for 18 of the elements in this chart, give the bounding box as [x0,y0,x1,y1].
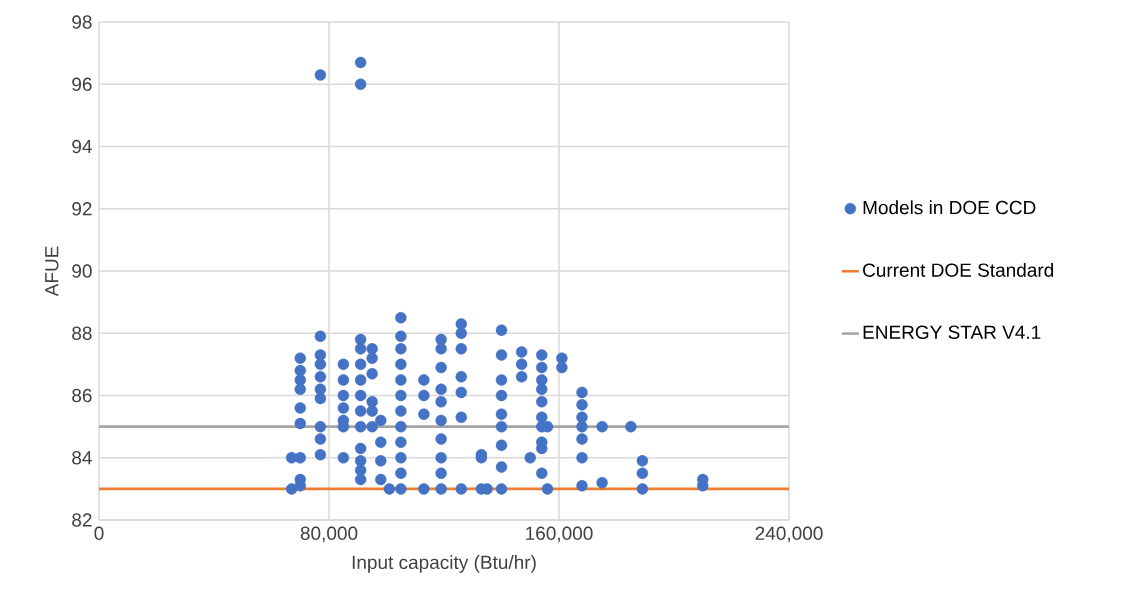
x-tick-label: 80,000 [300,526,358,543]
y-tick-label: 82 [72,513,92,527]
y-tick-label: 88 [72,326,92,340]
y-tick-label: 98 [72,15,92,29]
x-axis-title: Input capacity (Btu/hr) [352,555,536,573]
y-tick-label: 86 [72,388,92,403]
y-tick-label: 94 [72,139,92,154]
x-tick-label: 160,000 [526,526,593,543]
y-tick-label: 92 [72,202,92,216]
y-tick-label: 84 [72,451,92,465]
legend-label: Models in DOE CCD [863,200,1036,215]
y-axis-title: AFUE [45,246,59,297]
x-tick-label: 0 [94,526,104,540]
y-tick-label: 96 [72,77,92,91]
legend-label: ENERGY STAR V4.1 [863,325,1041,339]
x-tick-label: 240,000 [755,526,823,543]
y-tick-label: 90 [72,264,92,278]
legend-label: Current DOE Standard [863,262,1054,277]
